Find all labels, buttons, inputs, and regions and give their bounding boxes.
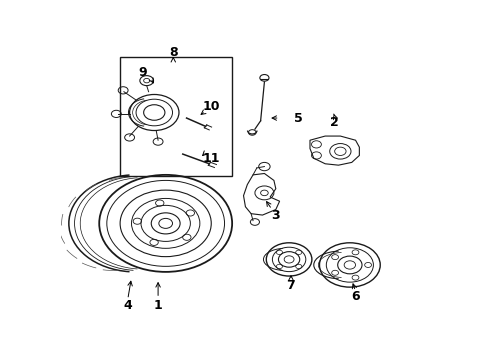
Text: 5: 5 bbox=[294, 112, 303, 125]
Text: 8: 8 bbox=[169, 46, 177, 59]
Text: 7: 7 bbox=[287, 279, 295, 292]
Text: 9: 9 bbox=[139, 66, 147, 79]
Text: 2: 2 bbox=[330, 116, 339, 129]
Text: 6: 6 bbox=[351, 290, 360, 303]
Text: 4: 4 bbox=[123, 299, 132, 312]
Bar bbox=[120, 57, 232, 176]
Text: 11: 11 bbox=[202, 152, 220, 165]
Text: 10: 10 bbox=[202, 100, 220, 113]
Text: 3: 3 bbox=[271, 208, 280, 221]
Text: 1: 1 bbox=[154, 299, 163, 312]
